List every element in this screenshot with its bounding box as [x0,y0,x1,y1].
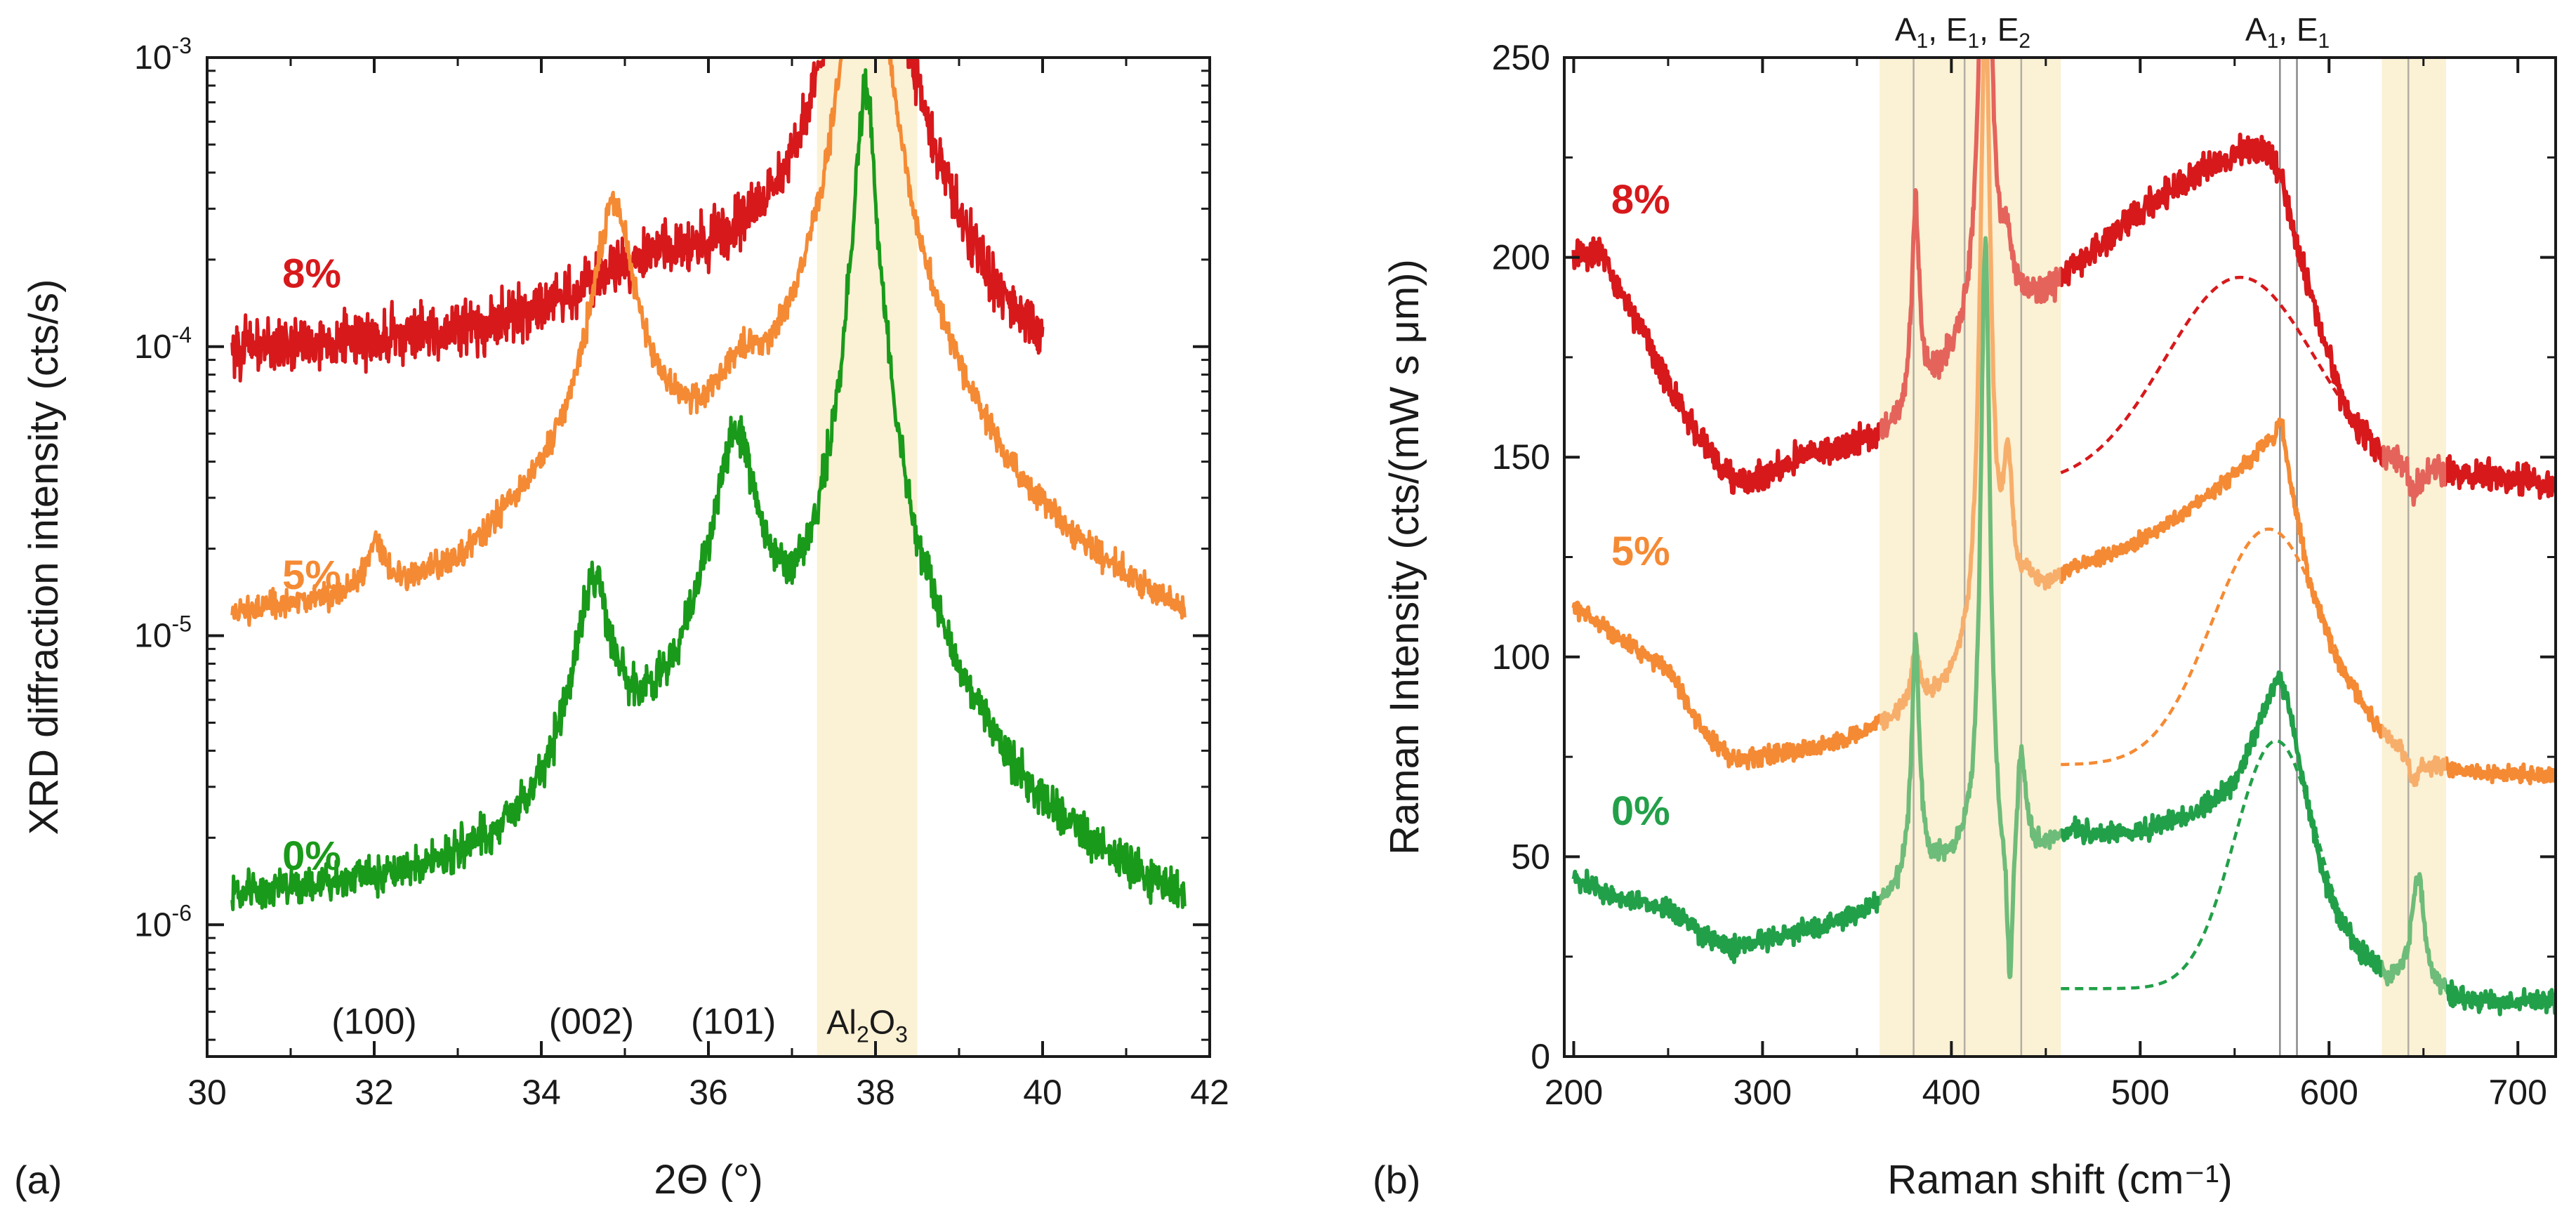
mode-annotation-subscript: 1 [2318,29,2330,53]
xrd-x-tick-label: 32 [355,1073,394,1112]
mode-annotation-subscript: 1 [2267,29,2279,53]
xrd-series-8pct [230,58,1045,383]
raman-x-tick-label: 400 [1922,1073,1981,1112]
xrd-substrate-label: Al2O3 [826,1004,908,1047]
raman-x-tick-label: 600 [2300,1073,2358,1112]
raman-band-veil [2382,58,2447,1057]
xrd-x-tick-label: 34 [522,1073,561,1112]
mode-annotation-text: A [1895,11,1917,48]
raman-x-tick-label: 300 [1733,1073,1792,1112]
raman-series-5pct [1571,58,2556,788]
mode-annotation-text: , E [1928,11,1967,48]
xrd-x-tick-label: 40 [1023,1073,1062,1112]
mode-annotation-subscript: 2 [2019,29,2030,53]
xrd-peak-label: (101) [691,1001,776,1042]
raman-x-tick-label: 500 [2111,1073,2169,1112]
xrd-y-tick-base: 10 [134,39,171,77]
substrate-label-subscript: 2 [857,1021,869,1047]
mode-annotation-text: , E [2278,11,2318,48]
raman-y-tick-label: 200 [1492,238,1550,277]
xrd-y-tick-label: 10-4 [134,322,192,366]
xrd-series-0pct [230,68,1187,911]
raman-band-veil [1880,58,2061,1057]
xrd-x-axis-label: 2Θ (°) [654,1157,762,1203]
panel-b-raman-chart: 200 300 400 500 600 700 0 50 100 150 200 250 Raman s… [1382,11,2557,1203]
raman-x-tick-label: 700 [2488,1073,2547,1112]
xrd-y-tick-label: 10-5 [134,611,192,655]
xrd-series-label-0pct: 0% [282,833,341,879]
raman-series-label-8pct: 8% [1611,177,1670,223]
raman-y-tick-label: 0 [1531,1037,1550,1076]
raman-y-axis-label: Raman Intensity (cts/(mW s μm)) [1382,259,1427,855]
panel-b-label: (b) [1373,1158,1420,1202]
raman-mode-annotation: A1, E1, E2 [1895,11,2030,53]
mode-annotation-subscript: 1 [1917,29,1929,53]
mode-annotation-text: A [2245,11,2267,48]
raman-y-tick-label: 100 [1492,637,1550,677]
mode-annotation-subscript: 1 [1967,29,1979,53]
xrd-y-tick-exponent: -5 [172,611,192,637]
xrd-y-tick-exponent: -3 [172,33,192,58]
xrd-peak-label: (100) [331,1001,416,1042]
panel-a-label: (a) [14,1158,62,1202]
raman-series-label-0pct: 0% [1611,788,1670,834]
xrd-curves [230,58,1187,911]
substrate-label-subscript: 3 [895,1021,908,1047]
xrd-substrate-band [817,58,918,1057]
xrd-x-tick-label: 38 [856,1073,895,1112]
raman-series-label-5pct: 5% [1611,529,1670,574]
xrd-peak-label: (002) [549,1001,634,1042]
raman-fit-curve [2060,275,2368,475]
xrd-y-tick-base: 10 [134,618,171,655]
xrd-y-tick-label: 10-3 [134,33,192,77]
raman-series-8pct [1571,58,2556,507]
raman-y-tick-label: 50 [1511,837,1550,876]
xrd-series-5pct [230,58,1187,627]
xrd-x-tick-label: 30 [187,1073,227,1112]
raman-mode-annotation: A1, E1 [2245,11,2330,53]
raman-fit-curve [2061,527,2368,767]
xrd-y-tick-base: 10 [134,329,171,366]
xrd-x-tick-label: 42 [1190,1073,1229,1112]
xrd-y-tick-base: 10 [134,906,171,944]
raman-y-tick-label: 250 [1492,38,1550,77]
substrate-label-part: O [869,1004,895,1041]
raman-x-axis-label: Raman shift (cm⁻¹) [1887,1157,2232,1203]
substrate-label-part: Al [826,1004,857,1041]
xrd-x-tick-label: 36 [689,1073,728,1112]
xrd-y-tick-exponent: -6 [172,900,192,925]
xrd-series-label-5pct: 5% [282,552,341,598]
xrd-series-label-8pct: 8% [282,251,341,297]
raman-curves [1571,58,2556,1017]
raman-series-0pct [1571,236,2556,1017]
mode-annotation-text: , E [1979,11,2019,48]
raman-y-tick-label: 150 [1492,437,1550,477]
xrd-y-axis-label: XRD diffraction intensity (cts/s) [21,279,67,835]
raman-fit-curve [2061,739,2368,991]
xrd-y-tick-exponent: -4 [172,322,192,347]
raman-x-tick-label: 200 [1545,1073,1603,1112]
xrd-y-tick-label: 10-6 [134,900,192,944]
